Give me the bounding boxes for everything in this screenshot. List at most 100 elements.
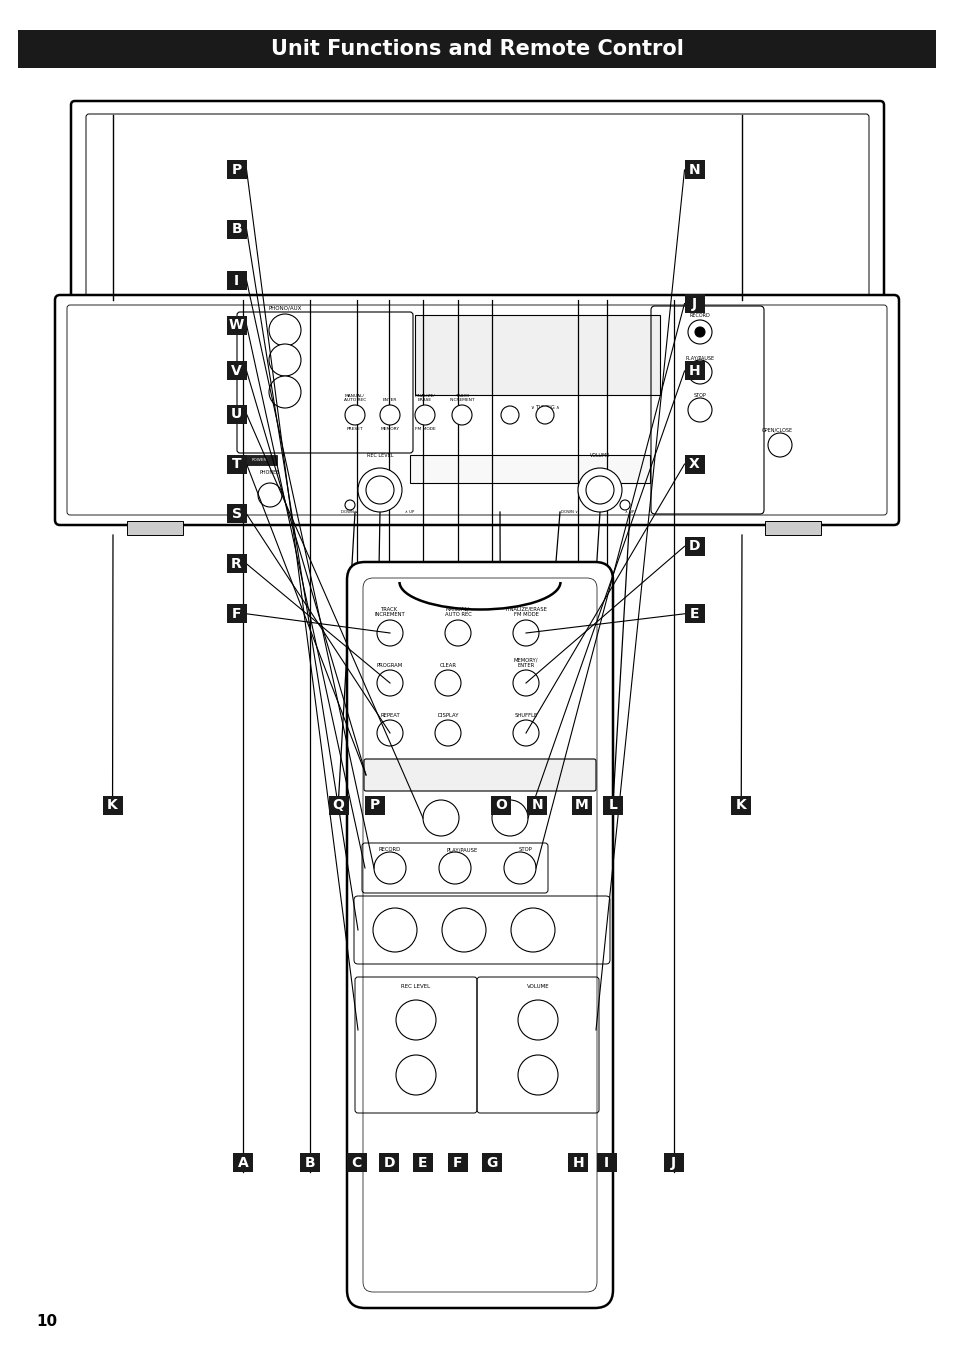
Text: J: J (670, 1156, 676, 1170)
FancyBboxPatch shape (482, 1153, 501, 1172)
Circle shape (345, 405, 365, 425)
FancyBboxPatch shape (233, 1153, 253, 1172)
FancyBboxPatch shape (448, 1153, 467, 1172)
Text: MANUAL/
AUTO REC: MANUAL/ AUTO REC (444, 607, 471, 616)
Text: FM
AM: FM AM (528, 925, 537, 935)
Text: |◄◄: |◄◄ (434, 815, 447, 822)
Text: SHUFFLE: SHUFFLE (514, 714, 537, 718)
Text: —: — (410, 1068, 422, 1082)
Circle shape (536, 406, 554, 424)
Circle shape (379, 405, 399, 425)
Circle shape (366, 476, 394, 505)
Text: ENTER: ENTER (382, 398, 396, 402)
Text: H: H (688, 364, 700, 378)
FancyBboxPatch shape (572, 796, 591, 815)
Circle shape (438, 853, 471, 884)
Text: OPEN/CLOSE: OPEN/CLOSE (761, 428, 792, 433)
FancyBboxPatch shape (227, 161, 246, 179)
FancyBboxPatch shape (71, 101, 883, 314)
Text: C: C (352, 1156, 361, 1170)
Text: RECORD: RECORD (689, 313, 710, 318)
FancyBboxPatch shape (413, 1153, 432, 1172)
FancyBboxPatch shape (731, 796, 750, 815)
Text: ∧ UP: ∧ UP (405, 510, 415, 514)
Text: V: V (231, 364, 242, 378)
FancyBboxPatch shape (227, 455, 246, 473)
Circle shape (422, 800, 458, 836)
Text: CLEAR: CLEAR (439, 662, 456, 668)
Text: PLAY/PAUSE: PLAY/PAUSE (684, 355, 714, 360)
Text: ■: ■ (696, 407, 702, 413)
Circle shape (517, 1055, 558, 1095)
Circle shape (619, 500, 629, 510)
FancyBboxPatch shape (227, 505, 246, 523)
Bar (410, 455, 649, 483)
Text: +: + (409, 1010, 422, 1029)
Circle shape (269, 376, 301, 407)
Text: POWER: POWER (251, 459, 267, 461)
Text: J: J (691, 297, 697, 310)
Text: T: T (232, 457, 241, 471)
Text: $\vee$ TUNING $\wedge$: $\vee$ TUNING $\wedge$ (529, 403, 559, 411)
Text: O: O (495, 799, 506, 812)
Text: DOWN ∨: DOWN ∨ (561, 510, 578, 514)
Circle shape (374, 853, 406, 884)
Circle shape (269, 344, 301, 376)
FancyBboxPatch shape (684, 161, 703, 179)
FancyBboxPatch shape (597, 1153, 616, 1172)
Text: VOLUME: VOLUME (589, 453, 610, 459)
Text: REPEAT: REPEAT (379, 714, 399, 718)
Text: Unit Functions and Remote Control: Unit Functions and Remote Control (271, 39, 682, 59)
Text: DOWN ∨: DOWN ∨ (341, 510, 358, 514)
Circle shape (578, 468, 621, 513)
Text: ►►|: ►►| (503, 815, 516, 822)
FancyBboxPatch shape (347, 1153, 366, 1172)
Text: B: B (231, 223, 242, 236)
Text: U: U (231, 407, 242, 421)
FancyBboxPatch shape (684, 294, 703, 313)
FancyBboxPatch shape (684, 455, 703, 473)
Circle shape (687, 360, 711, 384)
FancyBboxPatch shape (684, 362, 703, 380)
Text: VOLUME: VOLUME (526, 983, 549, 989)
Text: P: P (232, 163, 241, 177)
Text: REC LEVEL: REC LEVEL (401, 983, 430, 989)
FancyBboxPatch shape (55, 295, 898, 525)
Text: K: K (107, 799, 118, 812)
Text: S: S (232, 507, 241, 521)
FancyBboxPatch shape (103, 796, 122, 815)
Circle shape (257, 483, 282, 507)
Text: FINALIZE/
ERASE: FINALIZE/ ERASE (415, 394, 435, 402)
Text: R: R (231, 557, 242, 571)
FancyBboxPatch shape (527, 796, 546, 815)
Text: TRACK
INCREMENT: TRACK INCREMENT (449, 394, 475, 402)
FancyBboxPatch shape (568, 1153, 587, 1172)
FancyBboxPatch shape (364, 759, 596, 791)
Text: E: E (689, 607, 699, 621)
FancyBboxPatch shape (379, 1153, 398, 1172)
Text: RECORD: RECORD (378, 847, 400, 853)
Circle shape (435, 720, 460, 746)
Text: PHONO/AUX: PHONO/AUX (268, 306, 301, 312)
Text: ■: ■ (516, 863, 523, 873)
Circle shape (376, 670, 402, 696)
FancyBboxPatch shape (347, 563, 613, 1309)
FancyBboxPatch shape (227, 362, 246, 380)
Bar (242, 455, 276, 465)
Text: +: + (531, 1010, 544, 1029)
Text: F: F (232, 607, 241, 621)
Text: MEMORY/
ENTER: MEMORY/ ENTER (514, 657, 537, 668)
Text: W: W (229, 318, 244, 332)
Text: PLAY/PAUSE: PLAY/PAUSE (446, 847, 477, 853)
FancyBboxPatch shape (491, 796, 510, 815)
Circle shape (444, 621, 471, 646)
Circle shape (492, 800, 527, 836)
Text: H: H (572, 1156, 583, 1170)
Text: N: N (688, 163, 700, 177)
Circle shape (511, 908, 555, 952)
Text: K: K (735, 799, 746, 812)
Bar (127, 521, 183, 536)
FancyBboxPatch shape (663, 1153, 682, 1172)
Circle shape (376, 720, 402, 746)
Circle shape (395, 1055, 436, 1095)
